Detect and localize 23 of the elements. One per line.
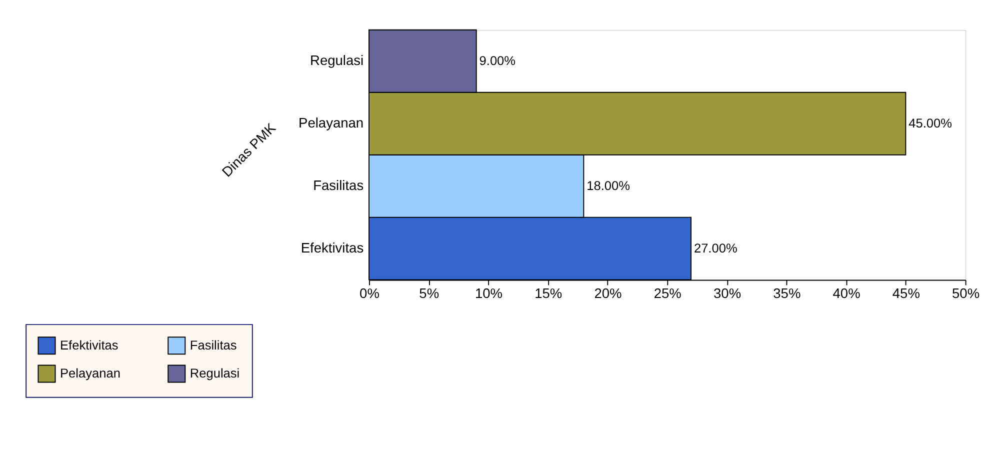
x-tick-label: 35%	[773, 286, 801, 301]
data-label: 9.00%	[479, 53, 516, 68]
y-tick-label: Pelayanan	[298, 116, 364, 131]
x-tick-label: 0%	[360, 286, 380, 301]
x-tick-label: 45%	[892, 286, 920, 301]
x-tick-label: 20%	[594, 286, 622, 301]
legend-label: Fasilitas	[190, 338, 237, 353]
legend-label: Efektivitas	[60, 338, 118, 353]
x-tick-label: 30%	[714, 286, 742, 301]
x-tick-label: 40%	[832, 286, 860, 301]
x-tick-label: 10%	[474, 286, 503, 301]
y-tick-label: Regulasi	[310, 53, 364, 68]
x-tick-label: 15%	[534, 286, 562, 301]
data-label: 18.00%	[586, 178, 630, 193]
y-tick-label: Fasilitas	[313, 178, 364, 193]
y-tick-label: Efektivitas	[300, 240, 364, 256]
legend-label: Pelayanan	[60, 366, 120, 381]
data-label: 27.00%	[694, 240, 738, 256]
x-tick-label: 5%	[419, 286, 440, 301]
legend-label: Regulasi	[190, 366, 240, 381]
x-tick-label: 25%	[654, 286, 682, 301]
x-tick-label: 50%	[952, 286, 980, 301]
data-label: 45.00%	[908, 116, 952, 131]
